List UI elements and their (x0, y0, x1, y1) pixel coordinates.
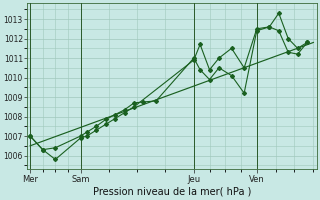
X-axis label: Pression niveau de la mer( hPa ): Pression niveau de la mer( hPa ) (92, 187, 251, 197)
